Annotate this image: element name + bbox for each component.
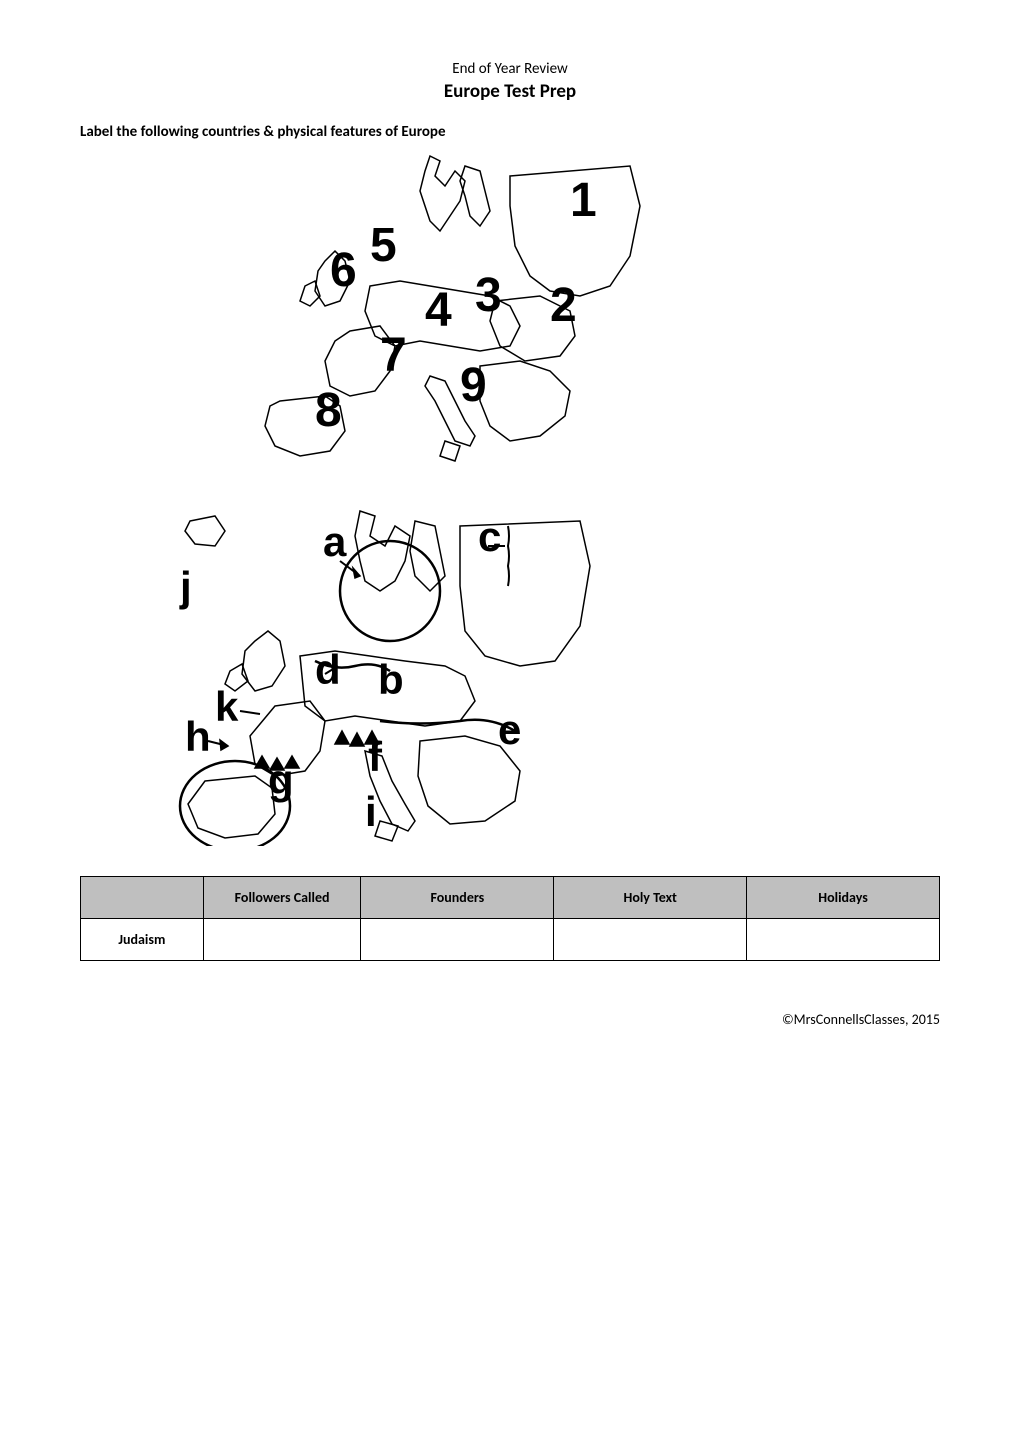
table-row: Judaism [81, 919, 940, 961]
th-holidays: Holidays [747, 877, 940, 919]
map-label-8: 8 [315, 384, 342, 437]
europe-countries-map: 1 2 3 4 5 6 7 8 9 [230, 146, 650, 476]
th-founders: Founders [361, 877, 554, 919]
europe-features-map: a b c d e f g h i j k [160, 496, 600, 846]
cell-founders [361, 919, 554, 961]
map-label-j: j [179, 563, 192, 610]
cell-holidays [747, 919, 940, 961]
map-label-2: 2 [550, 279, 577, 332]
map-label-g: g [268, 756, 294, 803]
map-label-a: a [323, 518, 347, 565]
map-label-5: 5 [370, 219, 397, 272]
map-label-6: 6 [330, 244, 357, 297]
religion-table: Followers Called Founders Holy Text Holi… [80, 876, 940, 961]
map-label-d: d [315, 646, 341, 693]
row-label-judaism: Judaism [81, 919, 204, 961]
th-blank [81, 877, 204, 919]
map-label-b: b [378, 656, 404, 703]
th-followers: Followers Called [203, 877, 361, 919]
page-title: Europe Test Prep [80, 80, 940, 103]
cell-holy-text [554, 919, 747, 961]
table-header-row: Followers Called Founders Holy Text Holi… [81, 877, 940, 919]
map-label-e: e [498, 706, 521, 753]
map-label-f: f [368, 733, 383, 780]
map-label-1: 1 [570, 174, 597, 227]
map-label-h: h [185, 713, 211, 760]
cell-followers [203, 919, 361, 961]
map-label-4: 4 [425, 284, 452, 337]
map-label-k: k [215, 683, 239, 730]
copyright-footer: ©MrsConnellsClasses, 2015 [80, 1011, 940, 1028]
map-label-3: 3 [475, 269, 502, 322]
th-holy-text: Holy Text [554, 877, 747, 919]
map-label-c: c [478, 513, 501, 560]
page-subtitle: End of Year Review [80, 60, 940, 78]
instruction-text: Label the following countries & physical… [80, 123, 940, 141]
map-label-i: i [365, 788, 377, 835]
map-label-9: 9 [460, 359, 487, 412]
map-label-7: 7 [380, 329, 407, 382]
